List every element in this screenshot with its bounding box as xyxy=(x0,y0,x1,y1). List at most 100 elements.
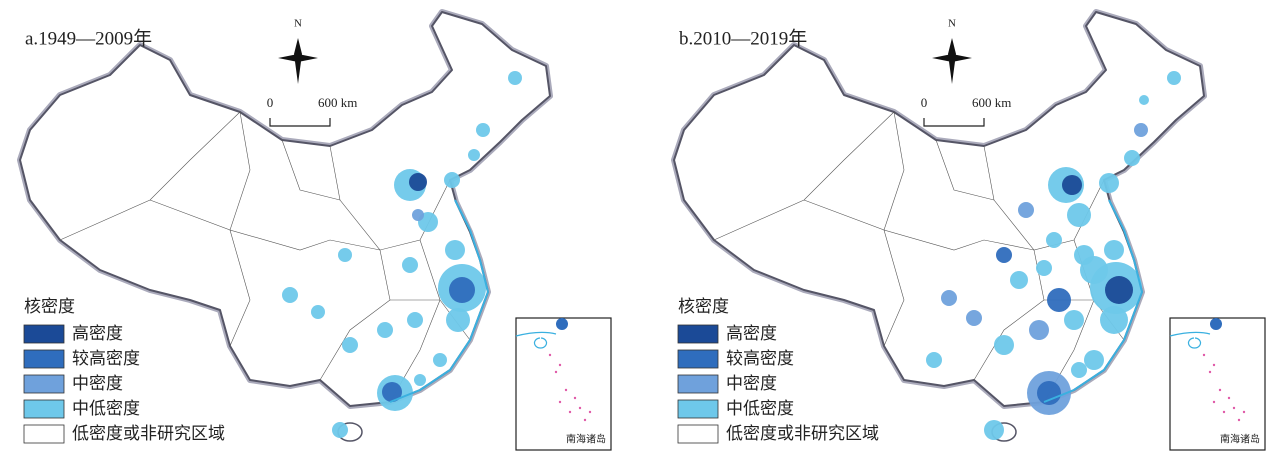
density-area xyxy=(1029,320,1049,340)
density-area xyxy=(433,353,447,367)
density-area xyxy=(449,277,475,303)
province-border xyxy=(149,199,251,347)
density-area xyxy=(984,420,1004,440)
density-area xyxy=(444,172,460,188)
legend-title: 核密度 xyxy=(24,297,75,316)
island xyxy=(573,396,577,400)
density-area xyxy=(342,337,358,353)
compass xyxy=(932,38,972,84)
inset-blob xyxy=(1210,318,1222,330)
compass xyxy=(278,38,318,84)
density-area xyxy=(446,308,470,332)
north-label: N xyxy=(294,18,302,30)
inset-coast xyxy=(515,331,557,349)
scale-bar xyxy=(923,118,985,127)
density-area xyxy=(332,422,348,438)
coastline xyxy=(1043,199,1144,403)
legend-label: 低密度或非研究区域 xyxy=(726,424,879,443)
inset-frame xyxy=(515,317,612,451)
map-panel: b.2010—2019年 N 0 600 km 南海诸岛 核密度高密度较高密度中密度中低密… xyxy=(671,9,1266,451)
density-area xyxy=(1067,203,1091,227)
density-area xyxy=(1124,150,1140,166)
density-area xyxy=(407,312,423,328)
density-area xyxy=(994,335,1014,355)
density-area xyxy=(377,322,393,338)
legend-label: 中低密度 xyxy=(72,399,140,418)
density-area xyxy=(966,310,982,326)
island xyxy=(1242,410,1246,414)
country-outline xyxy=(673,11,1205,407)
density-area xyxy=(412,209,424,221)
island xyxy=(564,388,568,392)
island xyxy=(583,418,587,422)
island xyxy=(558,400,562,404)
density-area xyxy=(1104,240,1124,260)
province-border xyxy=(319,249,391,381)
density-area xyxy=(1167,71,1181,85)
island xyxy=(1227,396,1231,400)
inset-coast xyxy=(1169,331,1211,349)
density-area xyxy=(1064,310,1084,330)
legend-swatch xyxy=(677,349,719,369)
legend-label: 中密度 xyxy=(72,374,123,393)
legend-swatch xyxy=(23,349,65,369)
island xyxy=(578,406,582,410)
density-area xyxy=(1018,202,1034,218)
density-area xyxy=(941,290,957,306)
north-label: N xyxy=(948,18,956,30)
legend-label: 高密度 xyxy=(726,324,777,343)
density-area xyxy=(409,173,427,191)
density-area xyxy=(1071,362,1087,378)
legend-title: 核密度 xyxy=(678,297,729,316)
density-area xyxy=(1047,288,1071,312)
density-area xyxy=(1010,271,1028,289)
island xyxy=(1212,400,1216,404)
density-area xyxy=(1062,175,1082,195)
province-border xyxy=(59,111,241,241)
density-area xyxy=(1139,95,1149,105)
density-area xyxy=(1099,173,1119,193)
density-area xyxy=(311,305,325,319)
legend-label: 中低密度 xyxy=(726,399,794,418)
density-area xyxy=(338,248,352,262)
scale-end: 600 km xyxy=(318,95,357,110)
panel-title: a.1949—2009年 xyxy=(25,27,152,49)
density-area xyxy=(1134,123,1148,137)
density-area xyxy=(402,257,418,273)
province-border xyxy=(389,239,441,403)
island xyxy=(1218,388,1222,392)
legend-swatch xyxy=(23,424,65,444)
scale-bar xyxy=(269,118,331,127)
province-border xyxy=(281,139,341,201)
legend-label: 中密度 xyxy=(726,374,777,393)
density-area xyxy=(468,149,480,161)
legend-swatch xyxy=(677,424,719,444)
legend-label: 较高密度 xyxy=(72,349,140,368)
island xyxy=(1232,406,1236,410)
island xyxy=(588,410,592,414)
density-area xyxy=(382,382,402,402)
island xyxy=(568,410,572,414)
province-border xyxy=(935,139,995,201)
scale-start: 0 xyxy=(921,95,928,110)
inset-label: 南海诸岛 xyxy=(1220,432,1260,445)
scale-start: 0 xyxy=(267,95,274,110)
legend-swatch xyxy=(23,324,65,344)
province-border xyxy=(883,111,1035,251)
province-border xyxy=(229,111,381,251)
island xyxy=(554,370,558,374)
island xyxy=(548,353,552,357)
island xyxy=(1212,363,1216,367)
density-area xyxy=(1105,276,1133,304)
legend-swatch xyxy=(23,399,65,419)
map-panel: a.1949—2009年 N 0 600 km 南海诸岛 核密度高密度较高密度中密度中低密… xyxy=(17,9,612,451)
inset-blob xyxy=(556,318,568,330)
legend-label: 较高密度 xyxy=(726,349,794,368)
density-area xyxy=(476,123,490,137)
legend-swatch xyxy=(677,374,719,394)
density-area xyxy=(1100,306,1128,334)
inset-frame xyxy=(1169,317,1266,451)
density-area xyxy=(508,71,522,85)
island xyxy=(1202,353,1206,357)
density-area xyxy=(1046,232,1062,248)
